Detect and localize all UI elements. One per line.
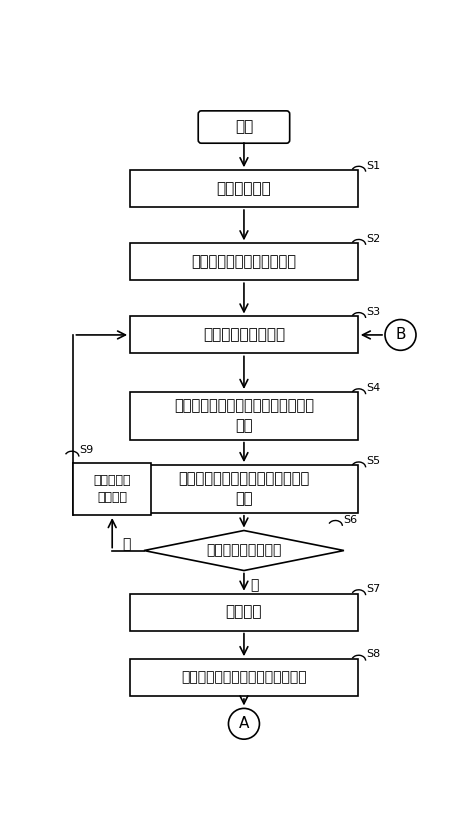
Circle shape [228, 708, 259, 739]
Text: B: B [395, 328, 406, 343]
Bar [129, 465, 358, 513]
Bar [129, 244, 358, 280]
Text: 获取下一个
系数矩阵: 获取下一个 系数矩阵 [93, 474, 131, 504]
Text: S6: S6 [343, 515, 357, 525]
Text: 是: 是 [250, 578, 258, 592]
Text: S2: S2 [367, 234, 381, 244]
Text: S9: S9 [79, 445, 94, 455]
Text: S7: S7 [367, 584, 381, 594]
Polygon shape [144, 530, 344, 570]
Text: 否: 否 [122, 537, 130, 551]
FancyBboxPatch shape [198, 111, 290, 143]
Bar [129, 170, 358, 207]
Bar [129, 316, 358, 354]
Text: 获取一个系数子矩阵: 获取一个系数子矩阵 [203, 328, 285, 343]
Text: S8: S8 [367, 650, 381, 660]
Bar [129, 392, 358, 440]
Text: 将多个系数矩阵对应的部分和矩阵
累加: 将多个系数矩阵对应的部分和矩阵 累加 [178, 471, 309, 506]
Circle shape [385, 319, 416, 350]
Text: 系数子矩阵与输入矩阵进行点乘求和
计算: 系数子矩阵与输入矩阵进行点乘求和 计算 [174, 399, 314, 433]
Text: S3: S3 [367, 307, 380, 317]
Text: A: A [239, 716, 249, 731]
Bar [129, 594, 358, 631]
Bar [129, 659, 358, 696]
Text: 获取输入矩阵: 获取输入矩阵 [217, 181, 271, 196]
Text: 激活池化: 激活池化 [226, 605, 262, 620]
Bar [73, 463, 151, 515]
Text: S4: S4 [367, 383, 381, 393]
Text: 当前特征计算完毕？: 当前特征计算完毕？ [206, 544, 282, 558]
Text: S1: S1 [367, 160, 380, 170]
Text: S5: S5 [367, 456, 380, 466]
Text: 将计算结果写入到第二数据缓存区: 将计算结果写入到第二数据缓存区 [181, 671, 307, 685]
Text: 获取第一层模型的配置参数: 获取第一层模型的配置参数 [191, 254, 297, 269]
Text: 开始: 开始 [235, 119, 253, 134]
